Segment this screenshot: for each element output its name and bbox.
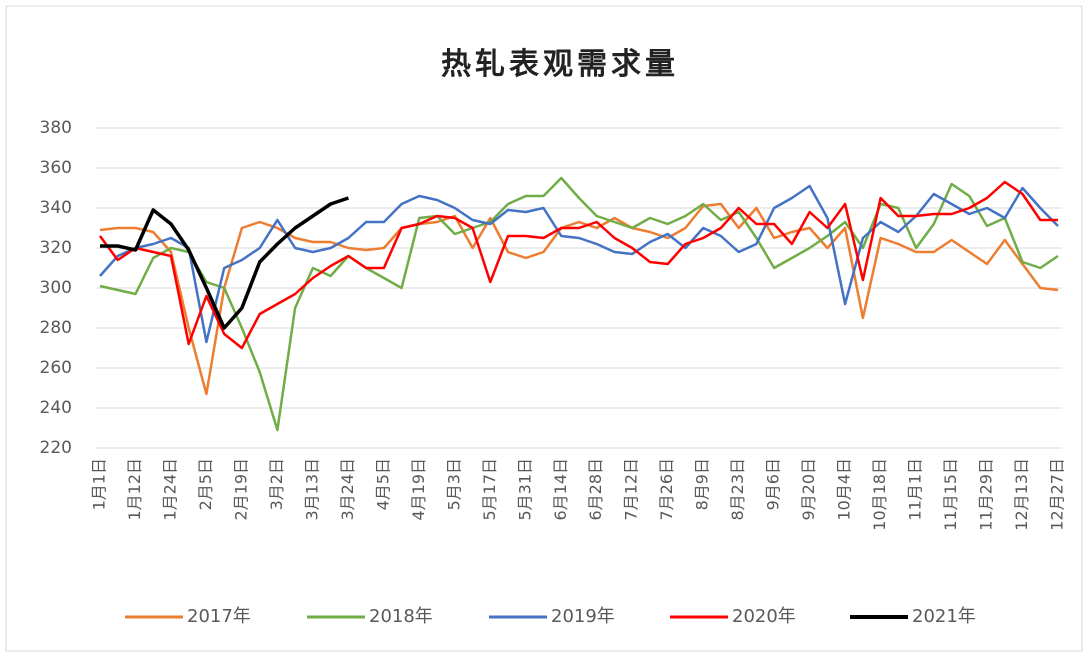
legend-label: 2019年: [551, 606, 615, 627]
legend-label: 2021年: [912, 606, 976, 627]
x-tick-label: 7月12日: [622, 458, 641, 521]
y-tick-label: 380: [40, 118, 72, 138]
series-line: [98, 180, 1058, 350]
x-tick-label: 11月15日: [941, 458, 960, 531]
x-tick-label: 9月6日: [764, 458, 783, 510]
x-tick-label: 6月28日: [586, 458, 605, 521]
series-line: [99, 184, 1059, 344]
x-tick-label: 11月1日: [906, 458, 925, 521]
x-tick-label: 6月14日: [551, 458, 570, 521]
legend-label: 2020年: [732, 606, 796, 627]
y-tick-label: 320: [40, 238, 72, 258]
x-tick-label: 1月12日: [125, 458, 144, 521]
x-tick-label: 1月1日: [90, 458, 109, 510]
x-tick-label: 5月31日: [515, 458, 534, 521]
x-tick-label: 10月18日: [870, 458, 889, 531]
x-tick-label: 1月24日: [160, 458, 179, 521]
y-tick-label: 340: [40, 198, 72, 218]
x-tick-label: 5月17日: [480, 458, 499, 521]
series-line: [100, 196, 349, 330]
x-tick-label: 7月26日: [657, 458, 676, 521]
x-tick-label: 12月27日: [1048, 458, 1067, 531]
y-tick-label: 220: [40, 438, 72, 458]
y-tick-label: 300: [40, 278, 72, 298]
y-tick-label: 240: [40, 398, 72, 418]
x-tick-label: 3月24日: [338, 458, 357, 521]
series-line: [99, 202, 1059, 396]
series-line: [99, 176, 1059, 432]
legend-label: 2018年: [369, 606, 433, 627]
y-tick-label: 260: [40, 358, 72, 378]
x-tick-label: 11月29日: [977, 458, 996, 531]
x-tick-label: 8月23日: [728, 458, 747, 521]
x-tick-label: 3月2日: [267, 458, 286, 510]
x-tick-label: 4月5日: [373, 458, 392, 510]
y-tick-label: 280: [40, 318, 72, 338]
chart-title: 热轧表观需求量: [441, 47, 679, 82]
x-tick-label: 5月3日: [444, 458, 463, 510]
x-tick-label: 8月9日: [693, 458, 712, 510]
x-tick-label: 2月5日: [196, 458, 215, 510]
x-tick-label: 12月13日: [1012, 458, 1031, 531]
legend-label: 2017年: [187, 606, 251, 627]
x-tick-label: 3月13日: [302, 458, 321, 521]
x-tick-label: 9月20日: [799, 458, 818, 521]
x-tick-label: 4月19日: [409, 458, 428, 521]
y-tick-label: 360: [40, 158, 72, 178]
x-tick-label: 2月19日: [231, 458, 250, 521]
x-tick-label: 10月4日: [835, 458, 854, 521]
